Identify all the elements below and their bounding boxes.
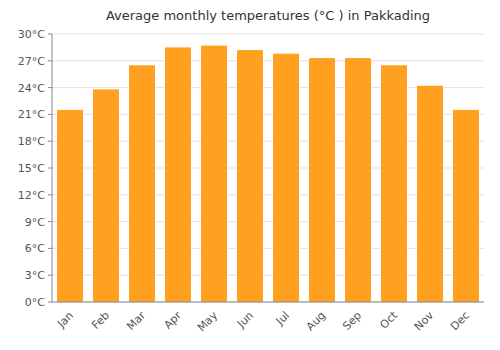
bar bbox=[273, 54, 299, 302]
x-tick-label: Feb bbox=[89, 309, 112, 332]
x-tick-label: Oct bbox=[377, 308, 400, 331]
x-tick-label: Jun bbox=[234, 309, 256, 331]
grid-line bbox=[52, 302, 484, 303]
x-tick-label: Sep bbox=[340, 309, 364, 333]
x-tick-label: Dec bbox=[448, 309, 472, 333]
y-tick-label: 3°C bbox=[25, 269, 45, 282]
bar bbox=[417, 86, 443, 302]
x-tick-label: Apr bbox=[161, 309, 184, 332]
x-axis-line bbox=[52, 302, 484, 303]
bar bbox=[129, 65, 155, 302]
y-tick-label: 6°C bbox=[25, 242, 45, 255]
bar bbox=[309, 58, 335, 302]
y-tick bbox=[48, 248, 52, 249]
y-tick bbox=[48, 114, 52, 115]
bar bbox=[381, 65, 407, 302]
x-tick-label: May bbox=[195, 309, 221, 335]
bars bbox=[57, 46, 479, 302]
y-tick-label: 0°C bbox=[25, 296, 45, 309]
y-tick-label: 27°C bbox=[18, 55, 45, 68]
x-tick-label: Jul bbox=[273, 309, 292, 328]
y-axis: 0°C 3°C 6°C 9°C 12°C 15°C 18°C 21°C 24°C 27°C 30°C bbox=[18, 28, 52, 309]
bar bbox=[345, 58, 371, 302]
y-tick bbox=[48, 141, 52, 142]
bar bbox=[237, 50, 263, 302]
bar bbox=[453, 110, 479, 302]
y-tick bbox=[48, 34, 52, 35]
chart-container: Average monthly temperatures (°C ) in Pa… bbox=[0, 0, 500, 350]
bar bbox=[201, 46, 227, 302]
y-tick bbox=[48, 221, 52, 222]
x-tick-label: Mar bbox=[124, 309, 148, 333]
y-tick bbox=[48, 168, 52, 169]
y-tick bbox=[48, 60, 52, 61]
grid-line bbox=[52, 60, 484, 61]
x-tick-label: Jan bbox=[54, 309, 76, 331]
x-tick-label: Nov bbox=[412, 309, 437, 334]
y-tick-label: 9°C bbox=[25, 216, 45, 229]
y-tick bbox=[48, 275, 52, 276]
y-tick-label: 12°C bbox=[18, 189, 45, 202]
title: Average monthly temperatures (°C ) in Pa… bbox=[106, 8, 430, 23]
grid bbox=[52, 34, 484, 302]
y-tick-label: 24°C bbox=[18, 82, 45, 95]
bar bbox=[165, 47, 191, 302]
y-tick-label: 15°C bbox=[18, 162, 45, 175]
chart: Average monthly temperatures (°C ) in Pa… bbox=[0, 0, 500, 350]
y-axis-line bbox=[52, 34, 53, 302]
x-tick-label: Aug bbox=[304, 309, 328, 333]
x-axis: Jan Feb Mar Apr May Jun Jul Aug Sep Oct Nov Dec bbox=[52, 302, 484, 334]
bar bbox=[57, 110, 83, 302]
y-tick-label: 18°C bbox=[18, 135, 45, 148]
bar bbox=[93, 89, 119, 302]
grid-line bbox=[52, 34, 484, 35]
y-tick bbox=[48, 194, 52, 195]
y-tick bbox=[48, 302, 52, 303]
y-tick bbox=[48, 87, 52, 88]
y-tick-label: 30°C bbox=[18, 28, 45, 41]
y-tick-label: 21°C bbox=[18, 108, 45, 121]
